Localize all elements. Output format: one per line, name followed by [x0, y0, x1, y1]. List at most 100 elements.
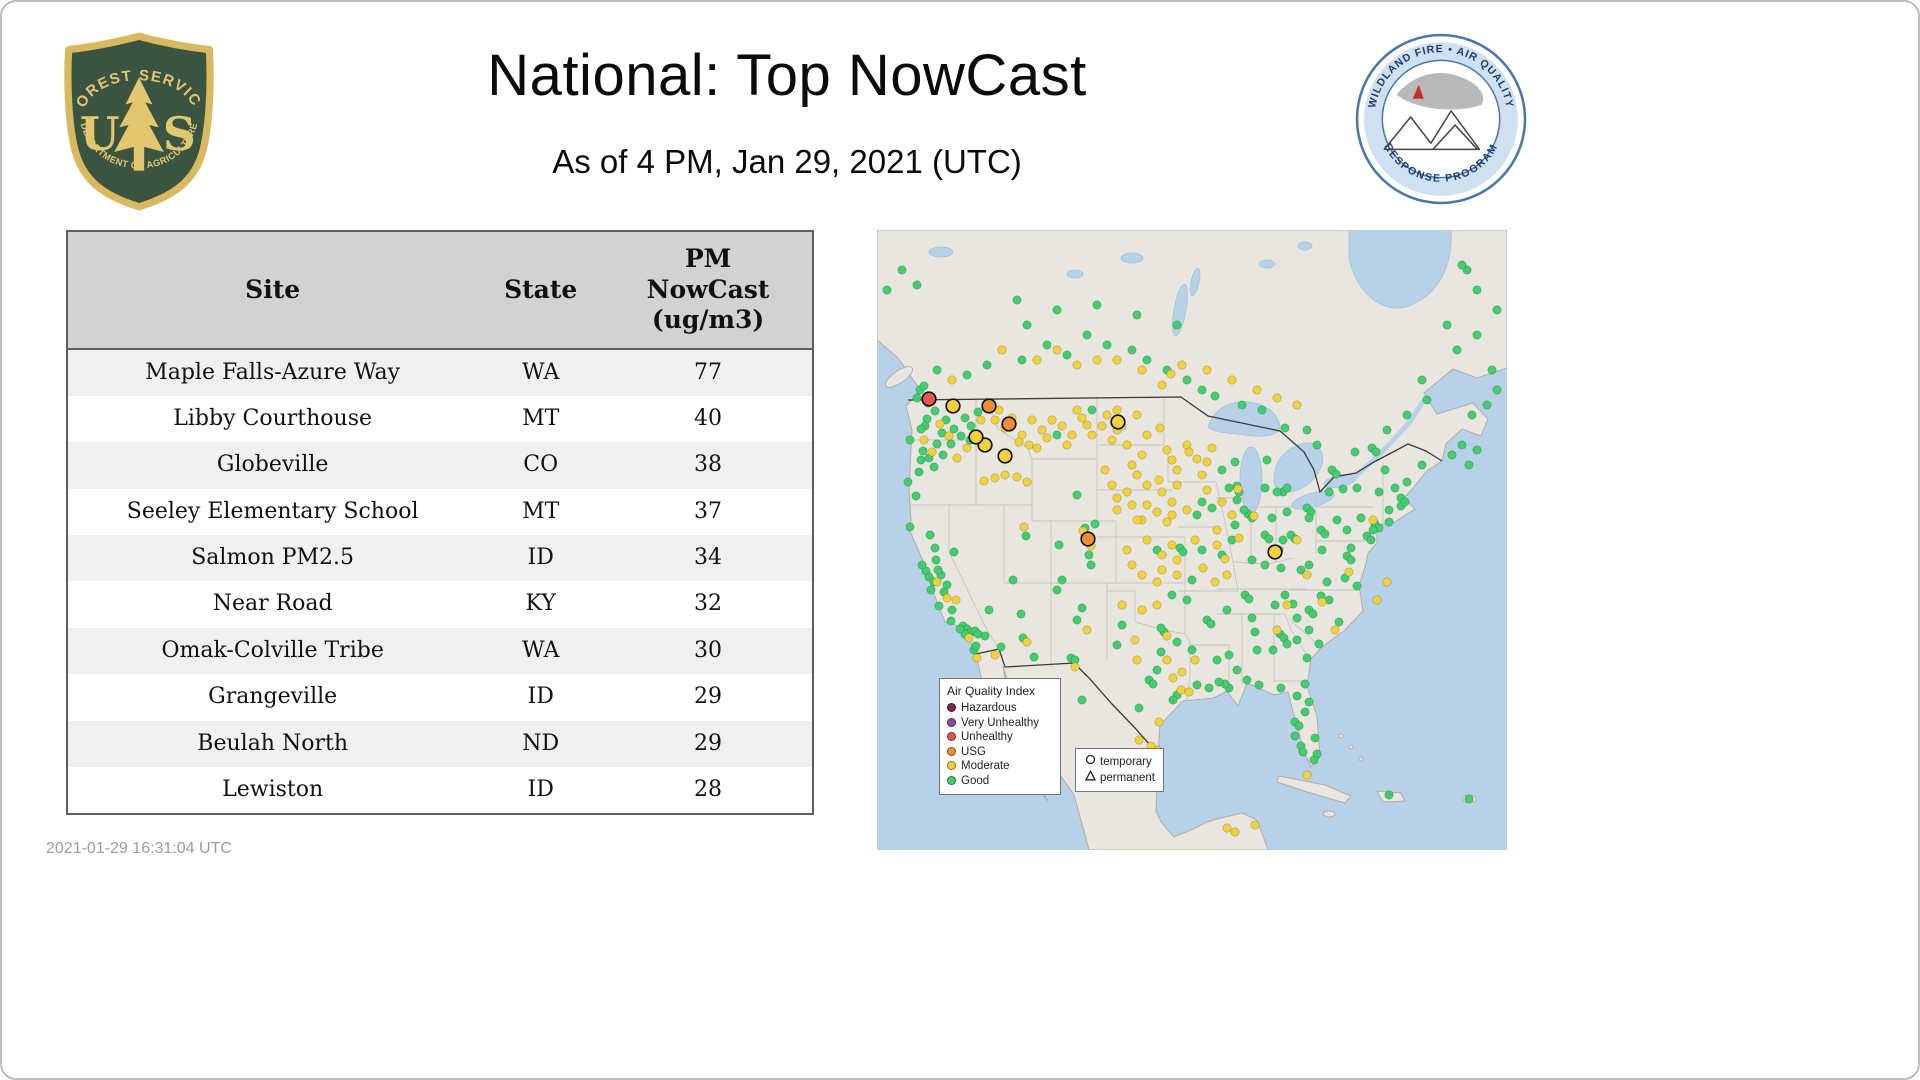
aqi-dot-moderate — [1042, 433, 1052, 443]
aqi-color-swatch — [947, 775, 956, 785]
aqi-dot-good — [1472, 445, 1482, 455]
aqi-dot-moderate — [947, 375, 957, 385]
aqi-dot-good — [934, 601, 944, 611]
aqi-dot-good — [912, 393, 922, 403]
aqi-dot-good — [1322, 577, 1332, 587]
aqi-dot-good — [1320, 529, 1330, 539]
aqi-dot-moderate — [1234, 533, 1244, 543]
aqi-dot-good — [1260, 483, 1270, 493]
aqi-dot-moderate — [1157, 565, 1167, 575]
aqi-dot-moderate — [1230, 827, 1240, 837]
value-cell: 29 — [694, 730, 723, 756]
aqi-dot-moderate — [1192, 454, 1202, 464]
state-cell: ID — [527, 684, 554, 710]
aqi-dot-moderate — [1100, 465, 1110, 475]
aqi-dot-good — [926, 585, 936, 595]
aqi-dot-good — [919, 381, 929, 391]
usfs-tree-icon — [114, 77, 164, 171]
wfaqrp-logo: WILDLAND FIRE • AIR QUALITY RESPONSE PRO… — [1355, 33, 1527, 205]
aqi-dot-good — [1112, 640, 1122, 650]
aqi-dot-moderate — [1177, 360, 1187, 370]
aqi-dot-moderate — [1344, 567, 1354, 577]
aqi-dot-moderate — [1182, 505, 1192, 515]
aqi-dot-good — [949, 424, 959, 434]
aqi-dot-moderate — [997, 345, 1007, 355]
table-row: Near Road KY 32 — [67, 581, 813, 628]
site-cell: Libby Courthouse — [173, 405, 373, 431]
aqi-dot-good — [1214, 677, 1224, 687]
nowcast-table: Site State PM NowCast (ug/m3) Maple Fall… — [66, 230, 814, 816]
aqi-dot-good — [1264, 534, 1274, 544]
aqi-dot-moderate — [1062, 440, 1072, 450]
aqi-dot-good — [1072, 490, 1082, 500]
aqi-dot-good — [956, 431, 966, 441]
aqi-dot-good — [938, 450, 948, 460]
aqi-dot-moderate — [1142, 500, 1152, 510]
aqi-dot-good — [1072, 615, 1082, 625]
aqi-dot-moderate — [1282, 600, 1292, 610]
aqi-dot-good — [1309, 755, 1319, 765]
aqi-dot-good — [1384, 505, 1394, 515]
table-row: Seeley Elementary School MT 37 — [67, 488, 813, 536]
aqi-dot-good — [1308, 609, 1318, 619]
aqi-dot-good — [1239, 505, 1249, 515]
aqi-legend-item: USG — [947, 745, 1053, 760]
aqi-dot-moderate — [1112, 505, 1122, 515]
aqi-dot-good — [1082, 330, 1092, 340]
aqi-dot-good — [1247, 555, 1257, 565]
aqi-dot-moderate — [1252, 385, 1262, 395]
aqi-dot-good — [932, 439, 942, 449]
aqi-legend-label: Hazardous — [961, 702, 1017, 714]
column-header-state: State — [477, 231, 605, 350]
aqi-dot-good — [912, 280, 922, 290]
aqi-dot-good — [1232, 495, 1242, 505]
aqi-dot-good — [1021, 531, 1031, 541]
aqi-dot-good — [1382, 425, 1392, 435]
aqi-dot-moderate — [1132, 470, 1142, 480]
aqi-dot-moderate — [1154, 475, 1164, 485]
aqi-legend-item: Very Unhealthy — [947, 716, 1053, 731]
aqi-dot-moderate — [1142, 430, 1152, 440]
site-cell: Maple Falls-Azure Way — [145, 359, 401, 385]
aqi-dot-moderate — [1024, 440, 1034, 450]
aqi-dot-good — [1300, 707, 1310, 717]
aqi-dot-good — [931, 555, 941, 565]
top-site-marker-moderate — [1267, 544, 1283, 560]
aqi-dot-good — [1172, 320, 1182, 330]
aqi-dot-good — [1366, 535, 1376, 545]
aqi-dot-moderate — [1202, 485, 1212, 495]
aqi-dot-good — [1029, 652, 1039, 662]
aqi-legend-item: Good — [947, 774, 1053, 789]
state-cell: ID — [527, 545, 554, 571]
aqi-color-swatch — [947, 732, 956, 741]
page-subtitle: As of 4 PM, Jan 29, 2021 (UTC) — [552, 143, 1022, 180]
top-site-marker-moderate — [997, 448, 1013, 464]
aqi-legend-label: Good — [961, 774, 990, 787]
aqi-dot-good — [911, 491, 921, 501]
aqi-dot-good — [1217, 465, 1227, 475]
site-cell: Lewiston — [222, 777, 324, 803]
aqi-dot-moderate — [1134, 735, 1144, 745]
aqi-dot-moderate — [1037, 425, 1047, 435]
aqi-dot-moderate — [1142, 535, 1152, 545]
aqi-dot-moderate — [1112, 405, 1122, 415]
aqi-dot-good — [1492, 305, 1502, 315]
aqi-dot-good — [1267, 513, 1277, 523]
aqi-dot-good — [1192, 510, 1202, 520]
aqi-dot-good — [882, 285, 892, 295]
aqi-dot-moderate — [927, 447, 937, 457]
aqi-dot-good — [1092, 300, 1102, 310]
aqi-dot-good — [960, 413, 970, 423]
state-cell: ID — [527, 777, 554, 803]
aqi-dot-moderate — [1233, 484, 1243, 494]
aqi-dot-moderate — [1222, 570, 1232, 580]
aqi-dot-moderate — [1167, 497, 1177, 507]
aqi-dot-good — [1232, 665, 1242, 675]
aqi-dot-good — [1012, 295, 1022, 305]
state-cell: MT — [522, 498, 560, 524]
aqi-dot-good — [1352, 581, 1362, 591]
aqi-dot-good — [1250, 627, 1260, 637]
wfaqrp-flame-icon — [1412, 84, 1424, 99]
aqi-dot-good — [1304, 560, 1314, 570]
top-site-markers-layer — [921, 391, 1283, 560]
